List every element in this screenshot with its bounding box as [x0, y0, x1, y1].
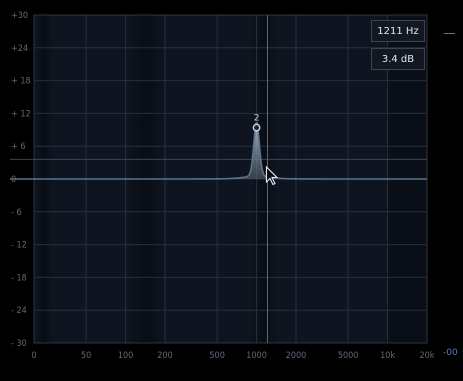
x-axis-labels: 0 50 100 200 500 1000 2000 5000 10k 20k [31, 351, 434, 361]
x-axis-tick-label: 5000 [338, 351, 359, 361]
x-axis-tick-label: 100 [118, 351, 133, 361]
y-axis-labels: +30 +24 + 18 + 12 + 6 0 - 6 - 12 - 18 - 24 - 30 [11, 11, 31, 349]
y-axis-tick-label: - 6 [11, 208, 22, 218]
y-axis-tick-label: - 30 [11, 339, 27, 349]
y-axis-tick-label: +24 [11, 44, 28, 54]
meter-level-label: -00 [443, 348, 458, 358]
y-axis-tick-label: + 6 [11, 142, 26, 152]
frequency-readout-text: 1211 Hz [377, 25, 419, 37]
band-handle-label: 2 [254, 114, 260, 124]
band-handle[interactable] [252, 123, 261, 132]
x-axis-tick-label: 2000 [286, 351, 307, 361]
y-axis-tick-label: + 12 [11, 109, 31, 119]
y-axis-tick-label: - 18 [11, 273, 27, 283]
y-axis-tick-label: - 12 [11, 241, 27, 251]
eq-curve [10, 122, 427, 180]
y-axis-tick-label: +30 [11, 11, 28, 21]
x-axis-tick-label: 500 [209, 351, 224, 361]
frequency-readout: 1211 Hz [371, 20, 425, 42]
x-axis-tick-label: 0 [31, 351, 36, 361]
x-axis-tick-label: 1000 [246, 351, 267, 361]
x-axis-tick-label: 10k [380, 351, 395, 361]
x-axis-tick-label: 200 [157, 351, 172, 361]
x-axis-tick-label: 50 [81, 351, 91, 361]
level-indicator [444, 33, 455, 34]
y-axis-tick-label: + 18 [11, 77, 31, 87]
band-handles[interactable]: 2 [252, 114, 261, 132]
y-axis-tick-label: - 24 [11, 306, 27, 316]
eq-curve-line [10, 122, 427, 180]
mouse-pointer-icon [265, 165, 279, 186]
x-axis-tick-label: 20k [420, 351, 435, 361]
gain-readout-text: 3.4 dB [381, 53, 415, 65]
y-axis-tick-label: 0 [11, 175, 16, 185]
gain-readout: 3.4 dB [371, 48, 425, 70]
pointer-shape [265, 165, 279, 186]
